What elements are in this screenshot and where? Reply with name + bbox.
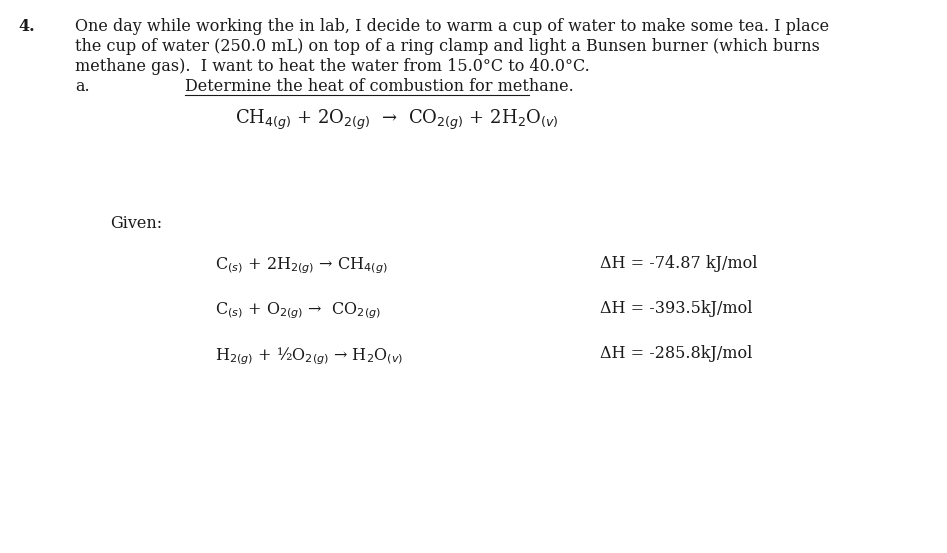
Text: ΔH = -74.87 kJ/mol: ΔH = -74.87 kJ/mol xyxy=(600,255,758,272)
Text: the cup of water (250.0 mL) on top of a ring clamp and light a Bunsen burner (wh: the cup of water (250.0 mL) on top of a … xyxy=(75,38,820,55)
Text: methane gas).  I want to heat the water from 15.0°C to 40.0°C.: methane gas). I want to heat the water f… xyxy=(75,58,590,75)
Text: a.: a. xyxy=(75,78,90,95)
Text: C$_{(s)}$ + 2H$_{2(g)}$ → CH$_{4(g)}$: C$_{(s)}$ + 2H$_{2(g)}$ → CH$_{4(g)}$ xyxy=(215,255,387,275)
Text: One day while working the in lab, I decide to warm a cup of water to make some t: One day while working the in lab, I deci… xyxy=(75,18,830,35)
Text: ΔH = -285.8kJ/mol: ΔH = -285.8kJ/mol xyxy=(600,345,752,362)
Text: Determine the heat of combustion for methane.: Determine the heat of combustion for met… xyxy=(185,78,574,95)
Text: C$_{(s)}$ + O$_{2(g)}$ →  CO$_{2(g)}$: C$_{(s)}$ + O$_{2(g)}$ → CO$_{2(g)}$ xyxy=(215,300,381,321)
Text: CH$_{4(g)}$ + 2O$_{2(g)}$  →  CO$_{2(g)}$ + 2H$_{2}$O$_{(v)}$: CH$_{4(g)}$ + 2O$_{2(g)}$ → CO$_{2(g)}$ … xyxy=(235,108,559,132)
Text: ΔH = -393.5kJ/mol: ΔH = -393.5kJ/mol xyxy=(600,300,753,317)
Text: Given:: Given: xyxy=(110,215,162,232)
Text: 4.: 4. xyxy=(18,18,35,35)
Text: H$_{2(g)}$ + ½O$_{2(g)}$ → H$_{2}$O$_{(v)}$: H$_{2(g)}$ + ½O$_{2(g)}$ → H$_{2}$O$_{(v… xyxy=(215,345,403,367)
